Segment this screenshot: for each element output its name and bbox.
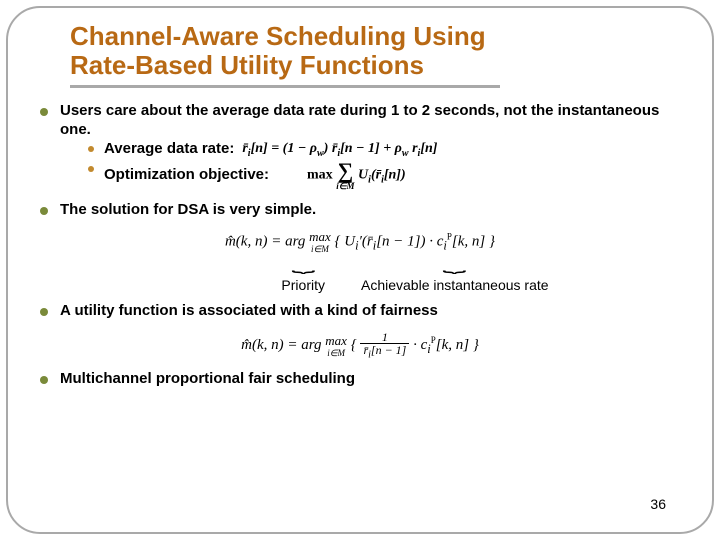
bullet-1-sub-1: Average data rate: r̄i[n] = (1 − ρw) r̄i… (88, 140, 680, 160)
bullet-icon (40, 108, 48, 116)
bullet-1-sub-2: Optimization objective: max ∑i∈M Ui(r̄i[… (88, 160, 680, 191)
equation-avg-rate: r̄i[n] = (1 − ρw) r̄i[n − 1] + ρw ri[n] (242, 140, 437, 160)
sub2-label: Optimization objective: (104, 166, 269, 185)
brace-icon: ⏟ (443, 258, 467, 269)
subbullet-icon (88, 146, 94, 152)
subbullet-icon (88, 166, 94, 172)
bullet-1-text: Users care about the average data rate d… (60, 102, 680, 140)
bullet-icon (40, 376, 48, 384)
bullet-list: Users care about the average data rate d… (40, 102, 680, 389)
bullet-4-text: Multichannel proportional fair schedulin… (60, 370, 680, 389)
sub1-label: Average data rate: (104, 140, 234, 159)
bullet-icon (40, 308, 48, 316)
brace-annotations: ⏟ Priority ⏟ Achievable instantaneous ra… (40, 256, 680, 294)
label-priority: Priority (281, 277, 325, 295)
brace-icon: ⏟ (291, 258, 315, 269)
bullet-4: Multichannel proportional fair schedulin… (40, 370, 680, 389)
page-number: 36 (650, 496, 666, 512)
slide-title: Channel-Aware Scheduling Using Rate-Base… (70, 22, 680, 79)
title-line-1: Channel-Aware Scheduling Using (70, 21, 486, 51)
bullet-2-text: The solution for DSA is very simple. (60, 201, 680, 220)
bullet-1: Users care about the average data rate d… (40, 102, 680, 191)
title-underline (70, 85, 500, 88)
bullet-3-text: A utility function is associated with a … (60, 302, 680, 321)
slide-content: Channel-Aware Scheduling Using Rate-Base… (40, 22, 680, 518)
bullet-2: The solution for DSA is very simple. (40, 201, 680, 220)
title-line-2: Rate-Based Utility Functions (70, 50, 424, 80)
bullet-3: A utility function is associated with a … (40, 302, 680, 321)
bullet-icon (40, 207, 48, 215)
label-achievable-rate: Achievable instantaneous rate (361, 277, 549, 295)
equation-dsa: m̂(k, n) = arg maxi∈M { Ui′(r̄i[n − 1]) … (40, 230, 680, 254)
equation-objective: max ∑i∈M Ui(r̄i[n]) (307, 160, 406, 191)
equation-fairness: m̂(k, n) = arg maxi∈M { 1 r̄i[n − 1] · c… (40, 331, 680, 360)
